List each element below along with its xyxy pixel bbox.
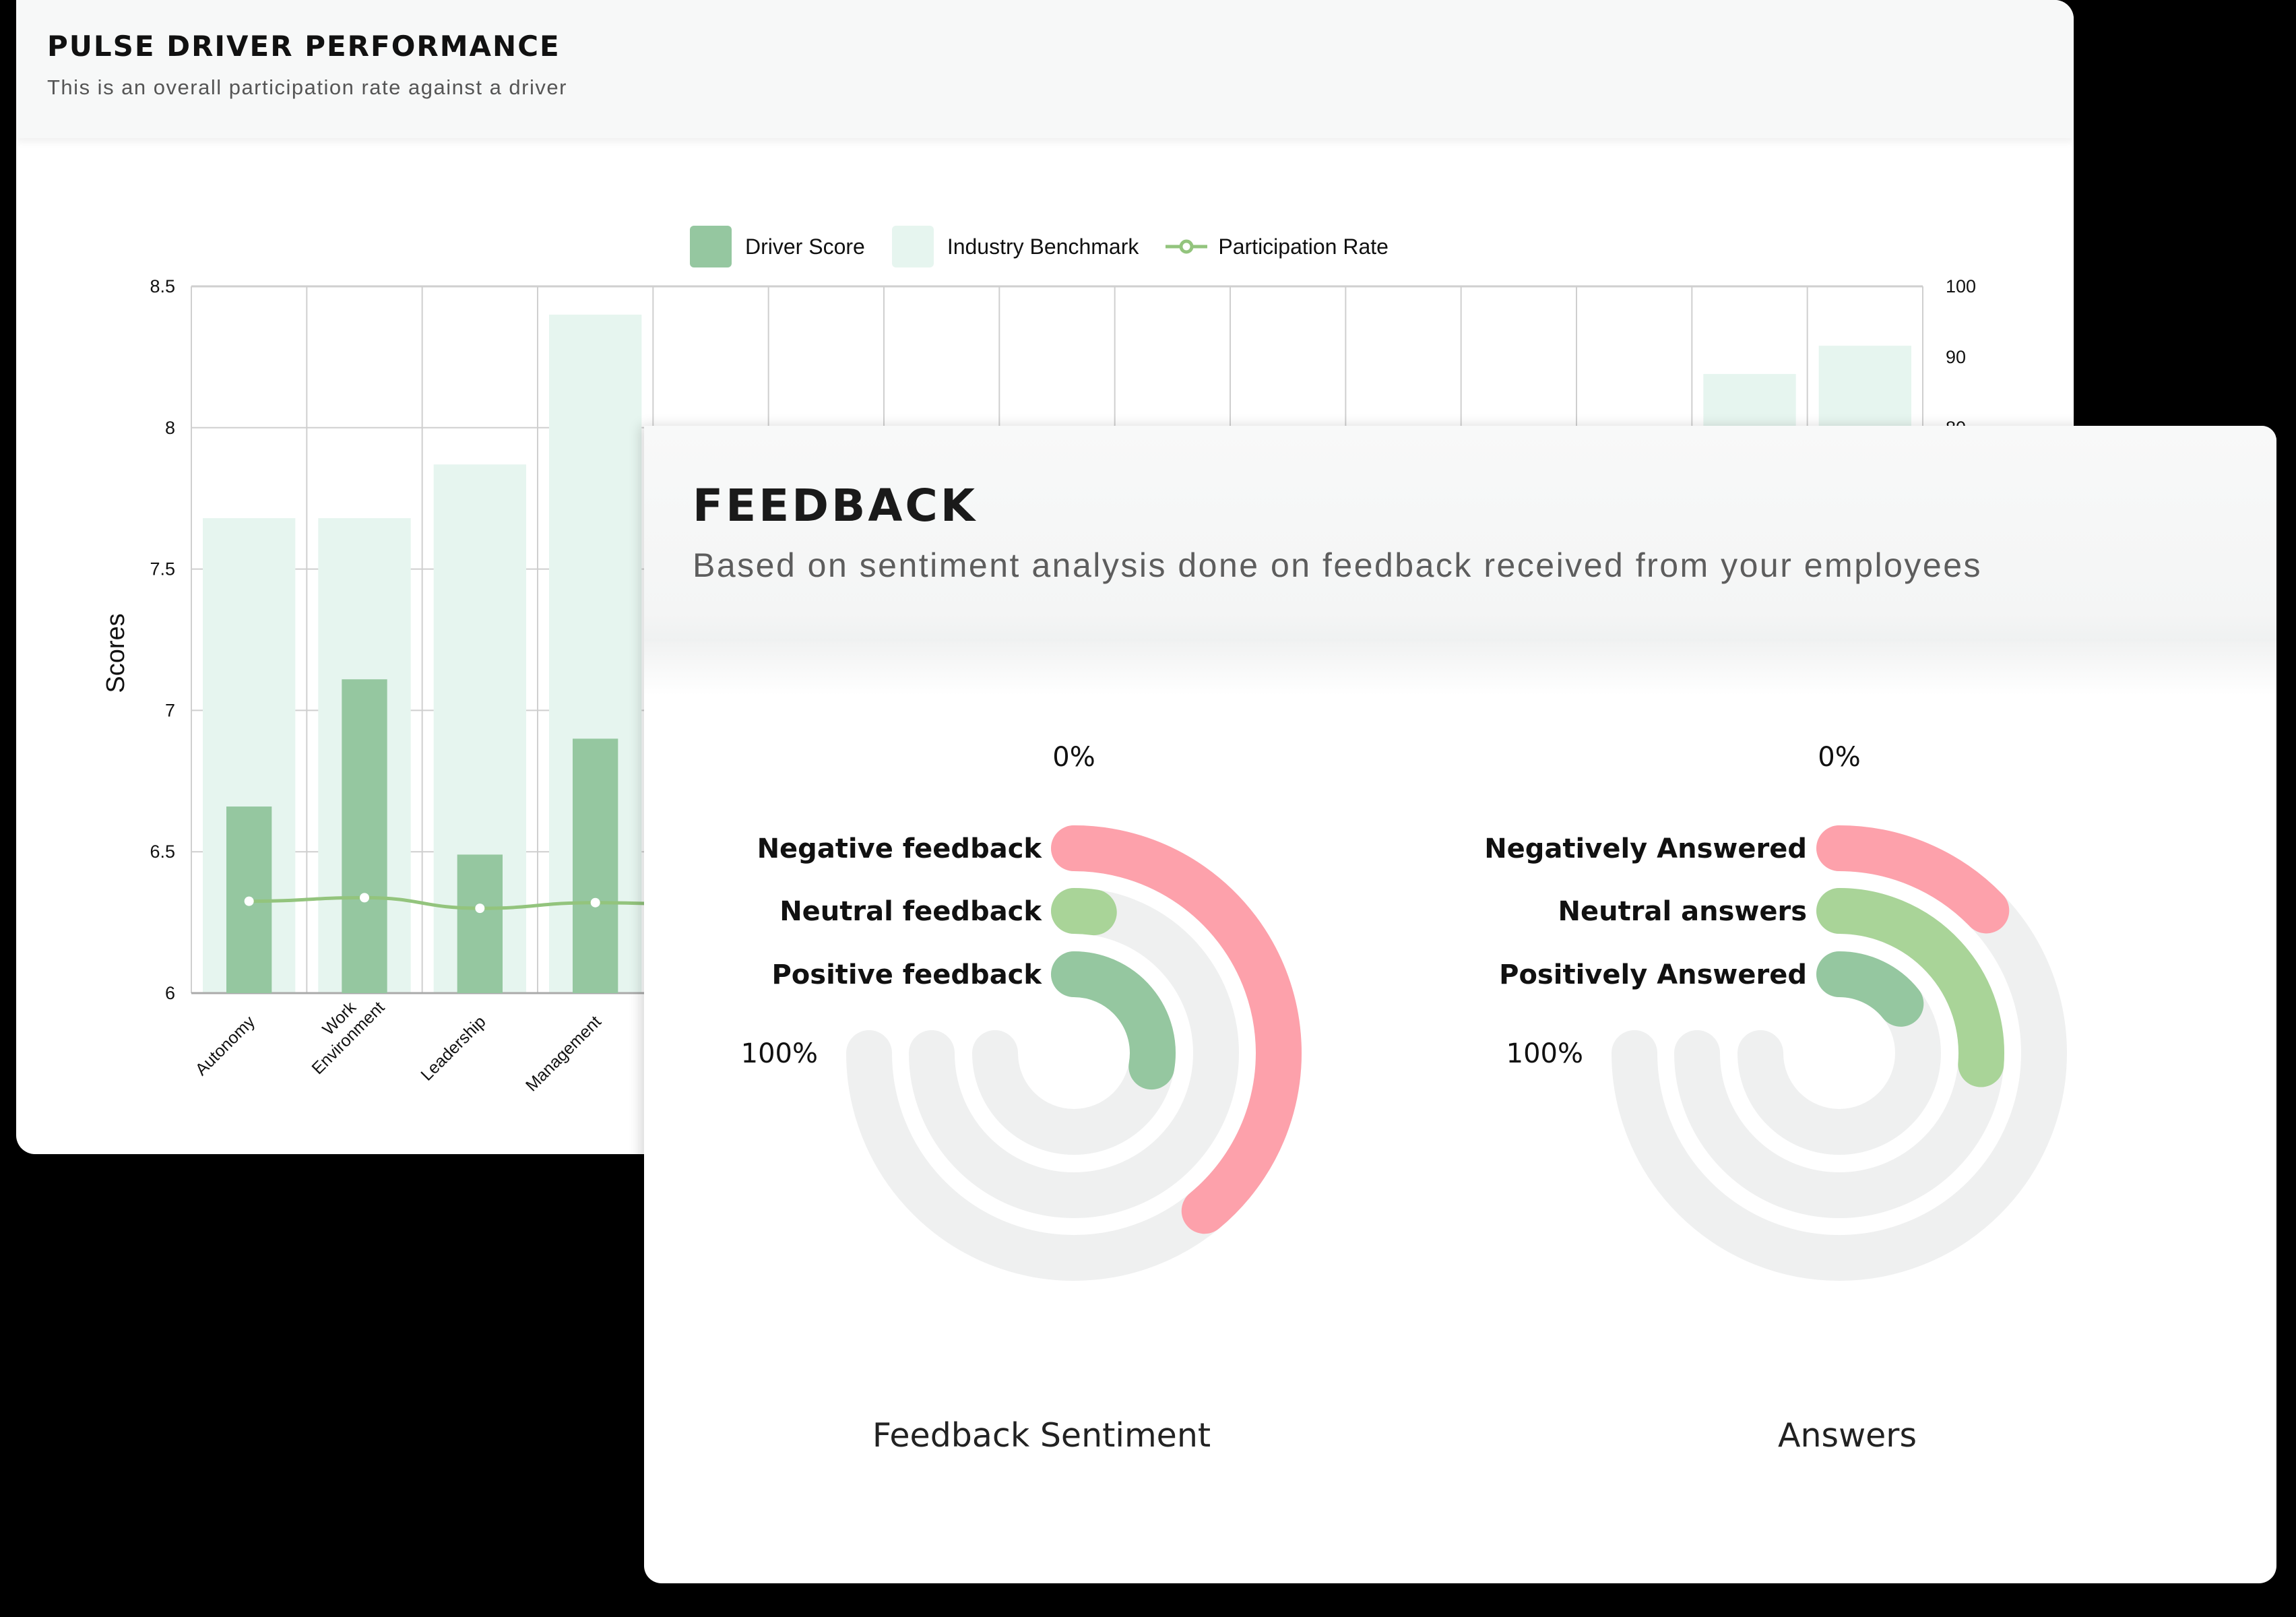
radial-bar-1[interactable]	[1051, 888, 1117, 936]
radial-bar-0[interactable]	[1051, 825, 1302, 1234]
radial-series-label: Neutral feedback	[779, 896, 1042, 927]
legend-label: Participation Rate	[1218, 234, 1389, 259]
scale-end-label: 100%	[741, 1038, 818, 1069]
participation-point[interactable]	[590, 897, 600, 908]
y-tick-label: 7.5	[150, 559, 175, 579]
driver-score-swatch-icon	[690, 226, 732, 267]
radial-series-label: Positive feedback	[771, 959, 1042, 990]
radial-bar-2[interactable]	[1816, 951, 1924, 1027]
legend-item-participation-rate[interactable]: Participation Rate	[1166, 234, 1389, 259]
radial-series-label: Negative feedback	[757, 833, 1043, 864]
participation-point[interactable]	[475, 903, 485, 914]
legend-item-industry-benchmark[interactable]: Industry Benchmark	[891, 226, 1139, 267]
feedback-radial-charts: Negative feedback Neutral feedback Positiv…	[741, 742, 2067, 1455]
y-tick-label: 8	[165, 418, 175, 438]
header-divider	[644, 641, 2276, 695]
radial-series-label: Positively Answered	[1499, 959, 1807, 990]
y2-tick-label: 90	[1946, 347, 1966, 367]
driver-score-bar[interactable]	[342, 679, 387, 993]
participation-point[interactable]	[360, 893, 369, 903]
radial-series-label: Negatively Answered	[1484, 833, 1807, 864]
radial-bar-2[interactable]	[1051, 951, 1176, 1090]
feedback-card: FEEDBACK Based on sentiment analysis don…	[644, 426, 2276, 1583]
driver-score-bar[interactable]	[457, 854, 503, 993]
legend-item-driver-score[interactable]: Driver Score	[690, 226, 865, 267]
radial-track	[909, 888, 1239, 1218]
legend-label: Driver Score	[745, 234, 865, 259]
x-tick-label: WorkEnvironment	[294, 984, 388, 1078]
legend-label: Industry Benchmark	[947, 234, 1139, 259]
radial-series-label: Neutral answers	[1558, 896, 1807, 927]
radial-chart-title: Answers	[1778, 1416, 1917, 1455]
radial-chart-title: Feedback Sentiment	[872, 1416, 1211, 1455]
pulse-card-subtitle: This is an overall participation rate ag…	[47, 75, 567, 99]
y-axis-title: Scores	[102, 613, 130, 693]
y-tick-label: 7	[165, 700, 175, 720]
pulse-card-title: PULSE DRIVER PERFORMANCE	[47, 30, 561, 63]
participation-point[interactable]	[244, 896, 254, 906]
feedback-card-header: FEEDBACK Based on sentiment analysis don…	[644, 426, 2276, 648]
line-marker-icon	[1166, 239, 1208, 254]
industry-benchmark-swatch-icon	[891, 226, 934, 267]
scale-start-label: 0%	[1818, 742, 1860, 773]
feedback-card-title: FEEDBACK	[693, 480, 978, 532]
y2-tick-label: 100	[1946, 276, 1976, 296]
x-tick-label: Leadership	[417, 1012, 489, 1084]
x-tick-label: Autonomy	[192, 1012, 259, 1079]
radial-bar-1[interactable]	[1816, 888, 2004, 1087]
y-tick-label: 6.5	[150, 842, 175, 862]
answers-radial-chart: Negatively Answered Neutral answers Positi…	[1484, 742, 2067, 1455]
x-tick-label: Management	[522, 1012, 605, 1095]
y-tick-label: 6	[165, 983, 175, 1003]
scale-end-label: 100%	[1506, 1038, 1583, 1069]
y-tick-label: 8.5	[150, 276, 175, 296]
radial-bar-0[interactable]	[1816, 825, 2010, 934]
pulse-card-header: PULSE DRIVER PERFORMANCE This is an over…	[16, 0, 2074, 138]
feedback-card-subtitle: Based on sentiment analysis done on feed…	[693, 546, 1983, 584]
driver-score-bar[interactable]	[573, 738, 618, 993]
chart-legend: Driver Score Industry Benchmark Particip…	[690, 225, 1415, 268]
feedback-sentiment-radial-chart: Negative feedback Neutral feedback Positiv…	[741, 742, 1302, 1455]
scale-start-label: 0%	[1052, 742, 1095, 773]
